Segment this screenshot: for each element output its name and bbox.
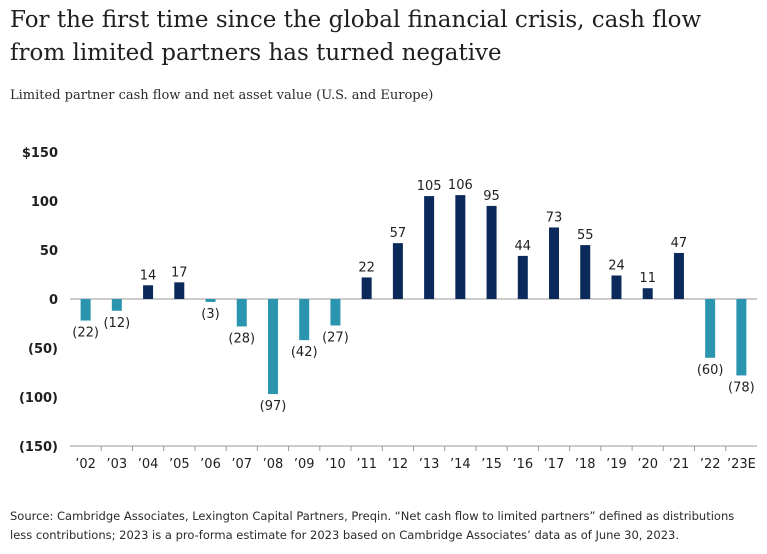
y-tick-label: $150 — [22, 146, 58, 161]
data-label-5: (28) — [228, 331, 255, 346]
y-tick-label: (150) — [19, 440, 58, 455]
y-tick-label: (100) — [19, 391, 58, 406]
x-tick-label: ’15 — [481, 457, 502, 472]
x-tick-label: ’14 — [450, 457, 471, 472]
data-label-18: 11 — [639, 271, 656, 286]
x-tick-label: ’22 — [700, 457, 721, 472]
bar-15 — [549, 227, 560, 299]
bar-1 — [111, 299, 122, 311]
x-tick-label: ’07 — [231, 457, 252, 472]
data-label-3: 17 — [171, 265, 188, 280]
data-label-12: 106 — [448, 178, 473, 193]
data-label-2: 14 — [140, 268, 157, 283]
x-tick-label: ’05 — [169, 457, 190, 472]
bars — [80, 195, 747, 395]
y-tick-label: (50) — [28, 342, 58, 357]
x-tick-label: ’20 — [637, 457, 658, 472]
bar-4 — [205, 299, 216, 302]
bar-7 — [299, 299, 310, 341]
data-label-6: (97) — [260, 399, 287, 414]
data-label-10: 57 — [390, 226, 407, 241]
data-label-9: 22 — [358, 260, 375, 275]
bar-12 — [455, 195, 466, 299]
chart-title: For the first time since the global fina… — [10, 7, 702, 66]
y-tick-label: 0 — [49, 293, 58, 308]
bar-13 — [486, 205, 497, 299]
source-note: Source: Cambridge Associates, Lexington … — [10, 509, 735, 542]
bar-17 — [611, 275, 622, 299]
y-axis: $150 100 50 0 (50) (100) (150) — [19, 146, 757, 455]
data-label-19: 47 — [671, 236, 688, 251]
x-tick-label: ’23E — [727, 457, 756, 472]
y-tick-label: 100 — [31, 195, 58, 210]
x-tick-label: ’11 — [356, 457, 377, 472]
data-label-14: 44 — [515, 239, 532, 254]
chart-subtitle: Limited partner cash flow and net asset … — [10, 88, 434, 103]
data-label-15: 73 — [546, 210, 563, 225]
bar-chart: $150 100 50 0 (50) (100) (150) (22) (12) 14 17 (3)… — [19, 146, 757, 472]
bar-5 — [236, 299, 247, 327]
data-label-21: (78) — [728, 380, 755, 395]
bar-20 — [705, 299, 716, 358]
bar-8 — [330, 299, 341, 326]
bar-21 — [736, 299, 747, 376]
data-label-16: 55 — [577, 228, 594, 243]
bar-14 — [517, 255, 528, 299]
bar-10 — [392, 243, 403, 299]
bar-19 — [673, 252, 684, 299]
x-tick-label: ’10 — [325, 457, 346, 472]
x-tick-label: ’12 — [388, 457, 409, 472]
x-tick-label: ’09 — [294, 457, 315, 472]
bar-6 — [267, 299, 278, 395]
x-tick-label: ’02 — [75, 457, 96, 472]
bar-2 — [143, 285, 154, 299]
bar-16 — [580, 245, 591, 299]
x-tick-label: ’18 — [575, 457, 596, 472]
data-label-11: 105 — [417, 179, 442, 194]
x-tick-label: ’08 — [263, 457, 284, 472]
bar-18 — [642, 288, 653, 299]
x-tick-label: ’16 — [512, 457, 533, 472]
bar-11 — [424, 196, 435, 299]
x-tick-label: ’13 — [419, 457, 440, 472]
data-label-17: 24 — [608, 258, 625, 273]
data-labels: (22) (12) 14 17 (3) (28) (97) (42) (27) 22 57 105 10… — [72, 178, 754, 414]
x-tick-label: ’17 — [544, 457, 565, 472]
data-label-13: 95 — [483, 189, 500, 204]
bar-3 — [174, 282, 185, 299]
bar-0 — [80, 299, 91, 321]
data-label-0: (22) — [72, 326, 99, 341]
x-tick-label: ’06 — [200, 457, 221, 472]
y-tick-label: 50 — [40, 244, 58, 259]
bar-9 — [361, 277, 372, 299]
x-tick-label: ’19 — [606, 457, 627, 472]
x-tick-label: ’21 — [669, 457, 690, 472]
x-tick-label: ’04 — [138, 457, 159, 472]
data-label-4: (3) — [201, 307, 219, 322]
x-tick-label: ’03 — [106, 457, 127, 472]
data-label-1: (12) — [103, 316, 130, 331]
data-label-20: (60) — [697, 363, 724, 378]
data-label-7: (42) — [291, 345, 318, 360]
x-axis: ’02 ’03 ’04 ’05 ’06 ’07 ’08 ’09 ’10 ’11 ’12 ’13 ’14 ’… — [70, 445, 757, 472]
data-label-8: (27) — [322, 330, 349, 345]
